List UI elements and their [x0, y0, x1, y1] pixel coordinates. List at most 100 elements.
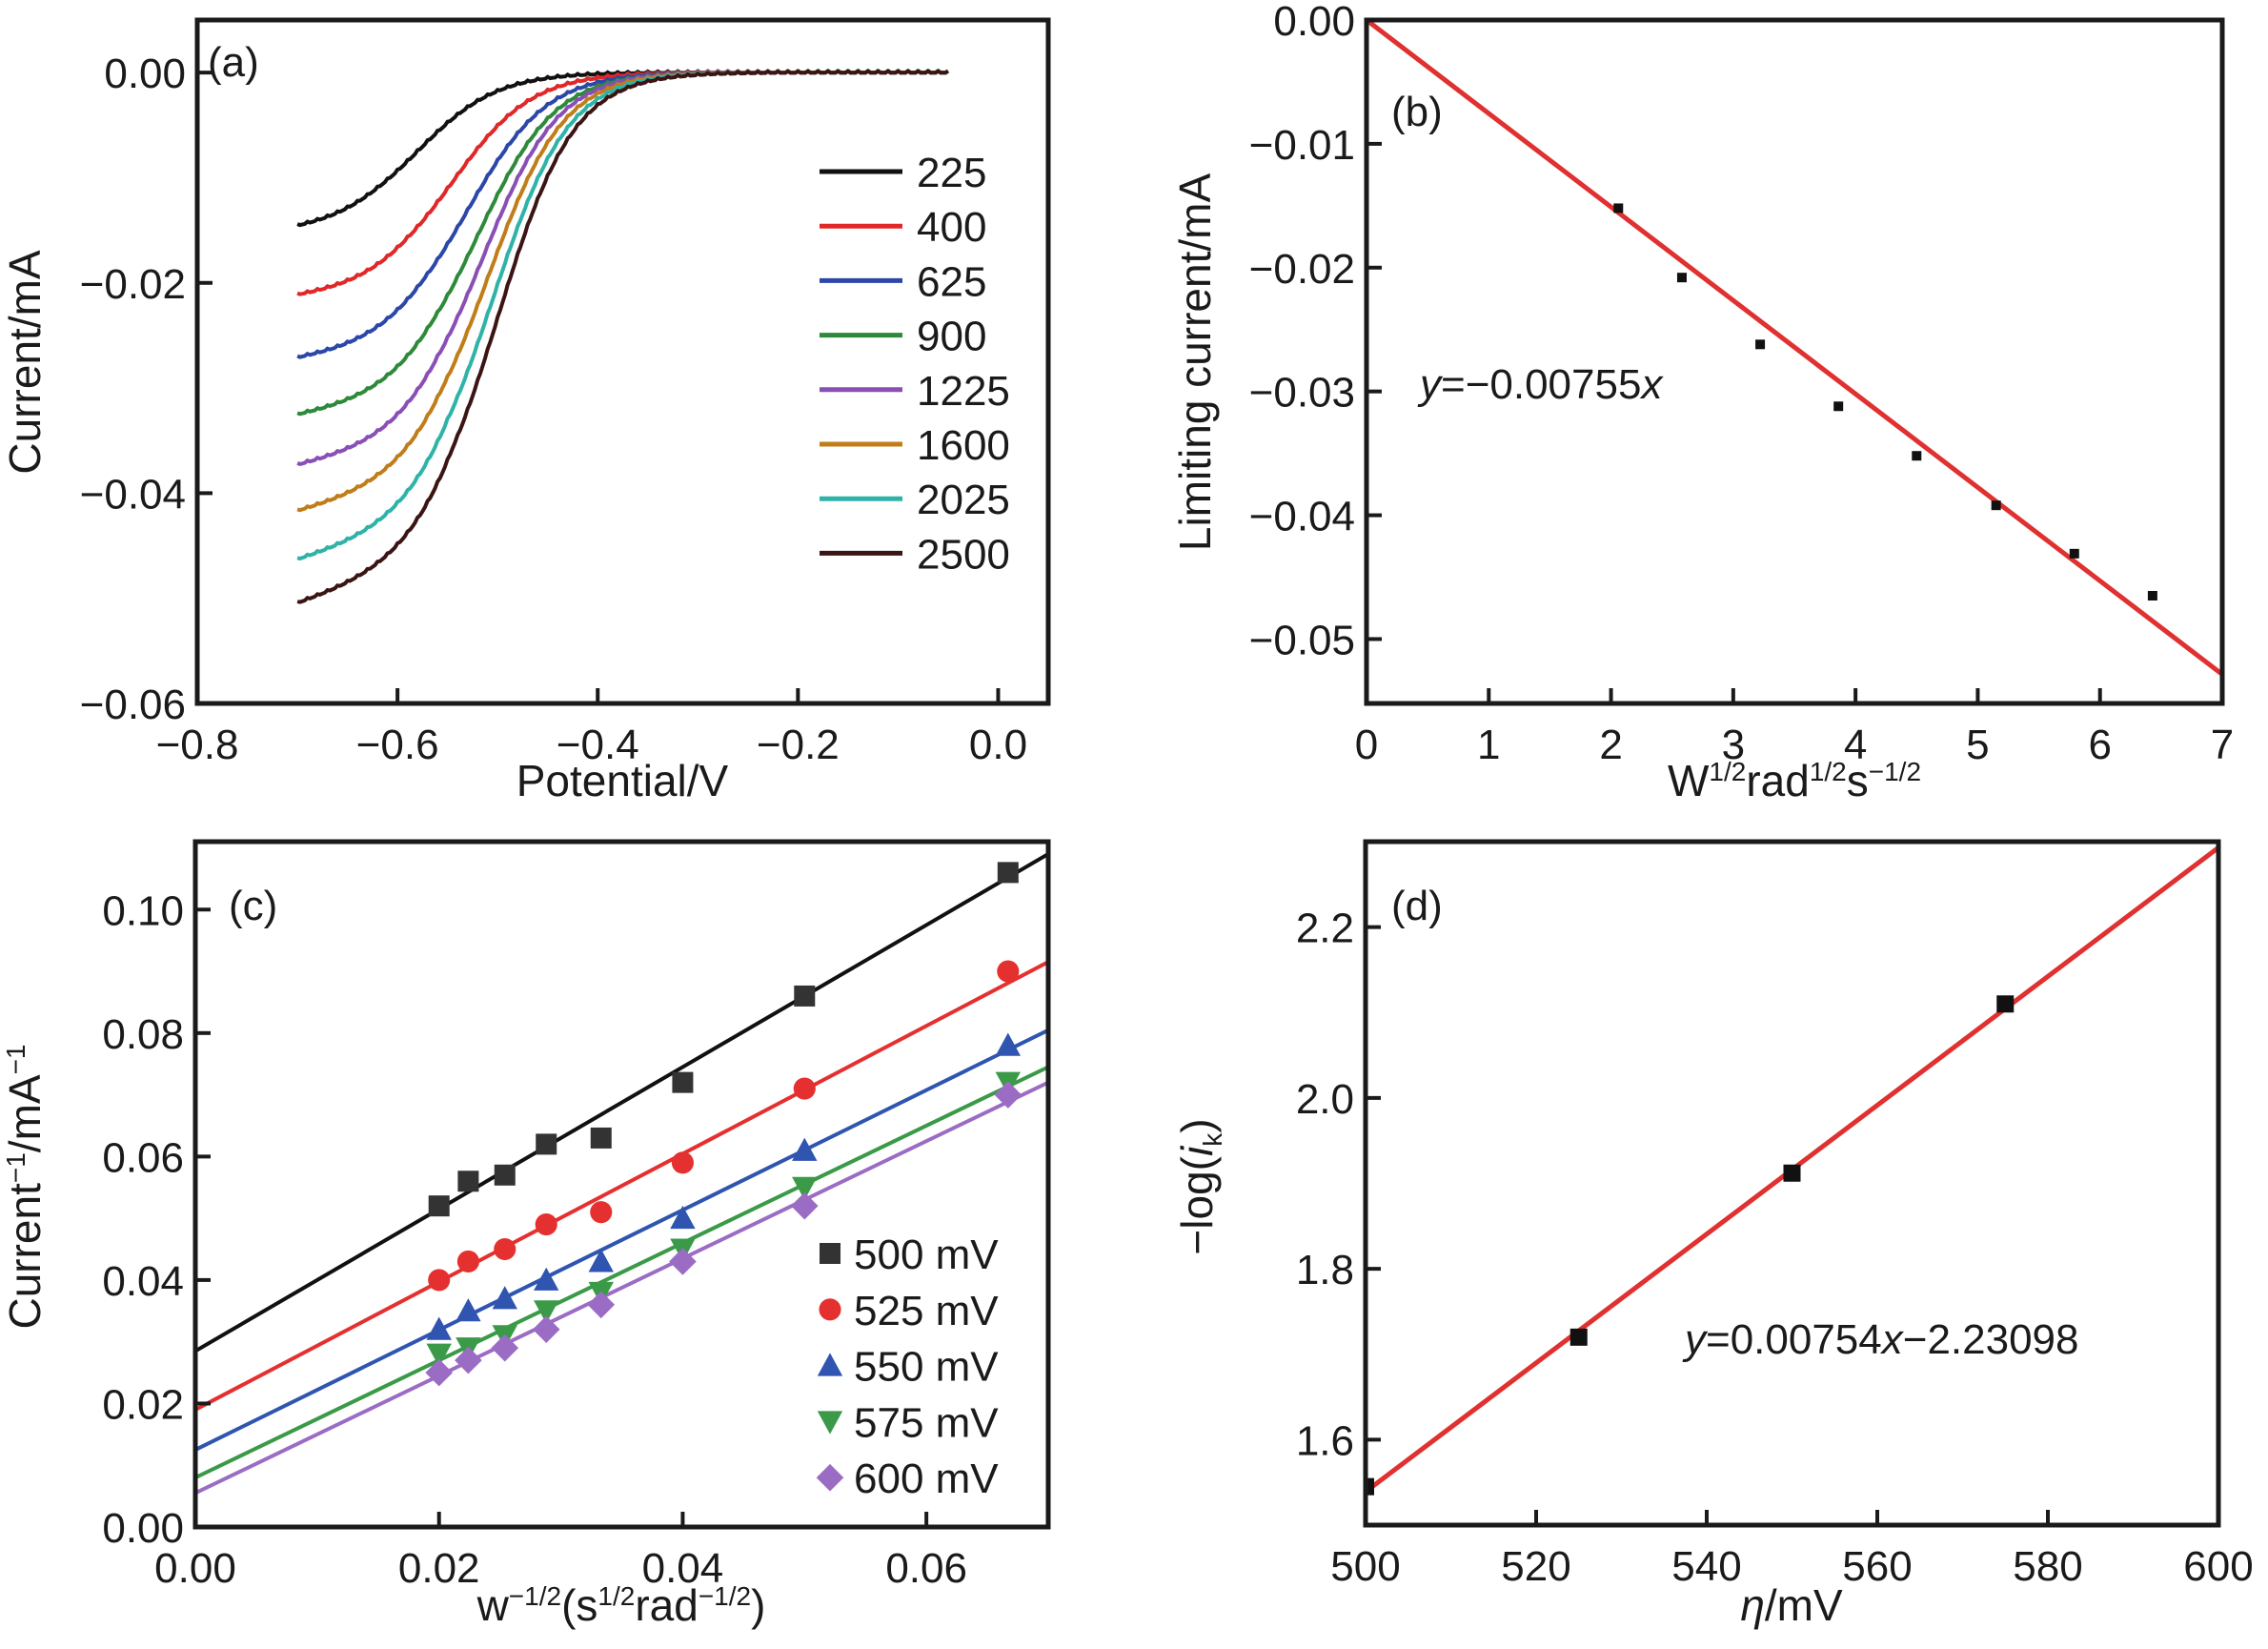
data-point	[426, 1343, 452, 1367]
data-point	[425, 1358, 454, 1387]
y-tick-label: 1.8	[1296, 1247, 1354, 1293]
y-tick-label: 0.00	[102, 1505, 184, 1552]
data-point	[1912, 451, 1922, 461]
curve-1225	[296, 69, 949, 466]
label-part: )	[751, 1580, 765, 1630]
legend-label: 500 mV	[854, 1232, 999, 1278]
eq-x: x	[1639, 361, 1664, 408]
legend-label: 1600	[917, 422, 1010, 469]
data-point	[590, 1201, 613, 1224]
data-point	[997, 862, 1019, 884]
y-tick-label: −0.04	[1249, 494, 1355, 540]
label-part: i	[1172, 1145, 1222, 1156]
legend-label: 575 mV	[854, 1399, 999, 1446]
label-part: −log(	[1172, 1155, 1222, 1254]
data-point	[1991, 500, 2001, 511]
label-part: −1	[1, 1044, 30, 1074]
panel-b-equation: y=−0.00755x	[1417, 361, 1664, 408]
fit-line-525mV	[195, 960, 1048, 1412]
data-point	[532, 1315, 560, 1344]
legend-label: 625	[917, 258, 986, 305]
label-part: (s	[561, 1580, 597, 1630]
panel-b-ticks: 0 1 2 3 4 5 6 7 0.00 −0.01 −0.02 −0.03 −0.04 −0.05	[1249, 0, 2235, 768]
label-part: rad	[635, 1580, 698, 1630]
data-point	[456, 1250, 479, 1273]
label-part: W	[1668, 756, 1710, 805]
data-point	[793, 1077, 816, 1100]
panel-c-points	[425, 862, 1023, 1387]
data-point	[1569, 1328, 1588, 1346]
fit-line-500mV	[195, 852, 1048, 1354]
data-point	[670, 1205, 696, 1230]
panel-d-xlabel: η/mV	[1740, 1580, 1843, 1630]
eq-tail: −2.23098	[1903, 1316, 2079, 1363]
y-tick-label: −0.02	[80, 261, 186, 308]
x-tick-label: 500	[1330, 1543, 1400, 1590]
panel-a-xlabel: Potential/V	[516, 756, 729, 805]
data-point	[536, 1133, 557, 1155]
data-point	[1833, 401, 1844, 412]
label-part: −1/2	[699, 1581, 751, 1611]
data-point	[669, 1248, 697, 1275]
panel-d-ticks: 500 520 540 560 580 600 1.6 1.8 2.0 2.2	[1296, 906, 2254, 1590]
data-point	[2069, 548, 2079, 559]
label-part: 1/2	[1709, 757, 1746, 786]
panel-b-frame	[1364, 17, 2225, 706]
x-tick-label: 5	[1966, 722, 1989, 768]
legend-marker	[817, 1353, 843, 1376]
x-tick-label: −0.8	[156, 722, 239, 768]
label-part: 1/2	[1810, 757, 1847, 786]
panel-d-tafel: 500 520 540 560 580 600 1.6 1.8 2.0 2.2 (d) y=0.0…	[1172, 839, 2254, 1630]
y-tick-label: 0.00	[1273, 0, 1355, 45]
data-point	[1366, 1477, 1374, 1496]
panel-b-ylabel: Limiting current/mA	[1170, 173, 1220, 552]
legend-label: 525 mV	[854, 1288, 999, 1334]
panel-b-label: (b)	[1391, 89, 1443, 135]
x-tick-label: 2	[1599, 722, 1622, 768]
label-part: −1/2	[1869, 757, 1921, 786]
data-point	[1783, 1164, 1801, 1182]
x-tick-label: −0.2	[757, 722, 840, 768]
data-point	[672, 1071, 694, 1093]
curve-225	[296, 69, 949, 228]
label-part: Current	[0, 1183, 50, 1330]
data-point	[534, 1267, 559, 1291]
panel-d-label: (d)	[1391, 883, 1443, 929]
x-tick-label: 0.02	[398, 1545, 480, 1592]
panel-a-label: (a)	[208, 39, 259, 86]
y-tick-label: 0.02	[102, 1381, 184, 1428]
panel-b-fit	[1367, 20, 2222, 678]
curve-625	[296, 69, 949, 359]
panel-c-xlabel: w−1/2(s1/2rad−1/2)	[476, 1580, 766, 1630]
x-tick-label: 540	[1671, 1543, 1741, 1590]
y-tick-label: 0.04	[102, 1258, 184, 1305]
data-point	[492, 1286, 517, 1310]
y-tick-label: −0.04	[80, 471, 186, 518]
x-tick-label: 4	[1844, 722, 1867, 768]
panel-d-points	[1366, 995, 2015, 1496]
data-point	[1996, 995, 2015, 1013]
eq-y: y	[1417, 361, 1444, 408]
legend-label: 2025	[917, 477, 1010, 523]
data-point	[2147, 590, 2157, 601]
panel-a-legend: 225 400 625 900 1225 1600 2025 2500	[820, 150, 1010, 578]
legend-label: 550 mV	[854, 1344, 999, 1391]
data-point	[457, 1171, 479, 1192]
x-tick-label: 7	[2211, 722, 2234, 768]
data-point	[997, 960, 1020, 983]
y-tick-label: −0.05	[1249, 617, 1355, 663]
x-tick-label: 580	[2013, 1543, 2082, 1590]
panel-a-frame	[194, 17, 1051, 706]
y-tick-label: 1.6	[1296, 1417, 1354, 1464]
y-tick-label: 0.00	[104, 51, 186, 97]
legend-marker	[819, 1298, 841, 1321]
x-tick-label: 560	[1842, 1543, 1912, 1590]
curve-900	[296, 69, 949, 417]
label-part: −1/2	[509, 1581, 561, 1611]
fit-line-600mV	[195, 1080, 1048, 1496]
data-point	[456, 1298, 481, 1322]
y-tick-label: −0.01	[1249, 122, 1355, 169]
panel-c-ticks: 0.00 0.02 0.04 0.06 0.00 0.02 0.04 0.06 0.08 0.10	[102, 887, 967, 1592]
x-tick-label: 0.0	[969, 722, 1027, 768]
x-tick-label: 1	[1477, 722, 1500, 768]
